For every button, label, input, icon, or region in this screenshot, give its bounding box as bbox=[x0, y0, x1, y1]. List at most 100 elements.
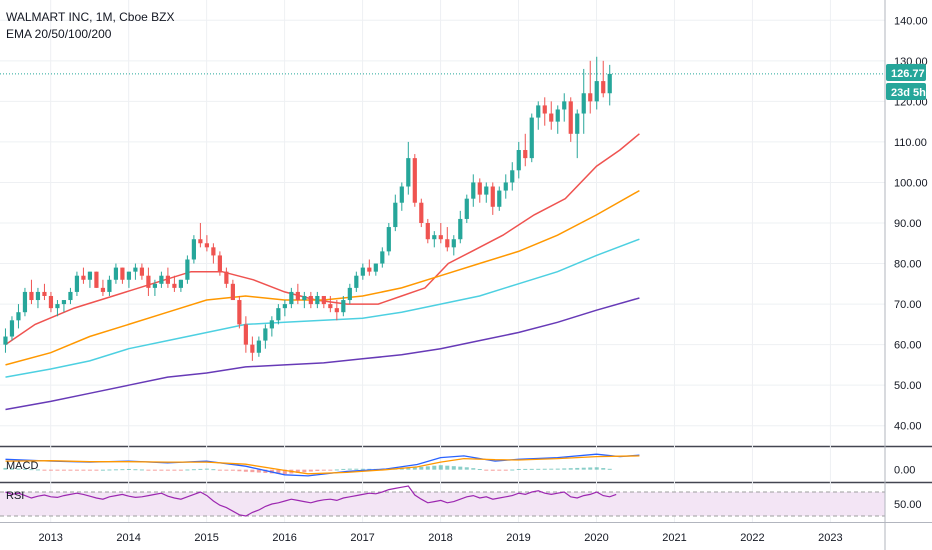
candle-body bbox=[438, 235, 443, 240]
candle-body bbox=[22, 291, 28, 313]
last-price-value: 126.77 bbox=[891, 68, 925, 80]
countdown-tag-bg bbox=[886, 83, 926, 100]
candle-body bbox=[87, 271, 93, 280]
candle-body bbox=[497, 190, 502, 207]
candle-body bbox=[412, 158, 417, 203]
candle-body bbox=[380, 251, 385, 264]
candle-body bbox=[126, 271, 132, 280]
candle-body bbox=[152, 283, 158, 288]
macd-histogram-bar bbox=[425, 466, 430, 470]
time-tick-label: 2019 bbox=[506, 532, 530, 544]
macd-histogram-bar bbox=[159, 469, 164, 471]
macd-histogram-bar bbox=[458, 466, 463, 470]
macd-histogram-bar bbox=[542, 468, 547, 470]
macd-histogram-bar bbox=[360, 468, 365, 470]
candle-body bbox=[562, 101, 567, 110]
macd-label: MACD bbox=[6, 460, 38, 472]
time-tick-label: 2020 bbox=[584, 532, 608, 544]
macd-histogram-bar bbox=[152, 469, 157, 471]
macd-histogram-bar bbox=[178, 469, 183, 471]
macd-histogram-bar bbox=[575, 467, 580, 470]
candle-body bbox=[74, 275, 80, 292]
macd-histogram-bar bbox=[35, 469, 40, 471]
macd-signal-line bbox=[5, 455, 640, 475]
candle-body bbox=[289, 291, 294, 305]
candle-body bbox=[419, 202, 424, 223]
macd-histogram-bar bbox=[146, 469, 151, 471]
macd-tick-label: 0.00 bbox=[894, 465, 915, 477]
candle-body bbox=[107, 279, 112, 292]
candle-body bbox=[321, 295, 326, 305]
candle-body bbox=[55, 304, 60, 309]
candle-body bbox=[445, 239, 450, 248]
macd-histogram-bar bbox=[555, 468, 560, 470]
price-tick-label: 140.00 bbox=[894, 15, 928, 27]
candle-body bbox=[581, 93, 586, 114]
macd-histogram-bar bbox=[503, 469, 508, 471]
macd-histogram-bar bbox=[471, 468, 476, 470]
ema-line bbox=[5, 133, 640, 346]
candle-body bbox=[295, 291, 300, 301]
candle-body bbox=[575, 113, 580, 134]
last-price-tag[interactable]: 126.77 bbox=[886, 64, 926, 81]
rsi-pane bbox=[0, 485, 885, 517]
macd-histogram-bar bbox=[562, 468, 567, 470]
macd-histogram-bar bbox=[185, 469, 190, 471]
candle-body bbox=[432, 235, 437, 240]
candle-body bbox=[230, 283, 235, 301]
macd-histogram-bar bbox=[497, 469, 502, 471]
countdown-value: 23d 5h bbox=[891, 87, 926, 99]
macd-histogram-bar bbox=[451, 466, 456, 470]
macd-histogram-bar bbox=[68, 469, 73, 471]
candle-body bbox=[42, 291, 47, 296]
candle-body bbox=[9, 320, 15, 337]
time-tick-label: 2017 bbox=[350, 532, 374, 544]
price-tick-label: 60.00 bbox=[894, 340, 922, 352]
macd-histogram-bar bbox=[308, 469, 313, 472]
last-price-tag-bg bbox=[886, 64, 926, 81]
candles bbox=[3, 56, 612, 361]
macd-histogram-bar bbox=[295, 469, 300, 473]
price-tick-label: 100.00 bbox=[894, 177, 928, 189]
price-axis[interactable]: 140.00130.00120.00110.00100.0090.0080.00… bbox=[884, 0, 928, 550]
time-axis[interactable]: 2013 2014 2015 2016 2017 2018 2019 2020 2021 2022… bbox=[38, 532, 842, 544]
candle-body bbox=[542, 105, 547, 114]
rsi-tick-label: 50.00 bbox=[894, 499, 922, 511]
macd-histogram-bar bbox=[594, 467, 599, 470]
macd-histogram-bar bbox=[256, 469, 261, 473]
candle-body bbox=[484, 186, 489, 195]
macd-histogram-bar bbox=[536, 468, 541, 470]
ema-line bbox=[5, 189, 640, 366]
macd-histogram-bar bbox=[22, 468, 27, 470]
ema-line bbox=[5, 297, 640, 411]
macd-histogram-bar bbox=[16, 468, 21, 470]
time-tick-label: 2023 bbox=[818, 532, 842, 544]
macd-histogram-bar bbox=[341, 468, 346, 470]
macd-histogram-bar bbox=[607, 468, 612, 470]
candle-body bbox=[503, 182, 508, 191]
macd-histogram-bar bbox=[61, 469, 66, 471]
candle-body bbox=[529, 117, 534, 159]
candle-body bbox=[536, 105, 541, 118]
macd-histogram-bar bbox=[126, 468, 131, 470]
macd-histogram-bar bbox=[3, 467, 8, 470]
macd-histogram-bar bbox=[55, 469, 60, 471]
candle-body bbox=[198, 239, 203, 244]
ema-lines bbox=[5, 133, 640, 411]
macd-histogram-bar bbox=[139, 469, 144, 471]
candle-body bbox=[204, 243, 209, 248]
macd-histogram-bar bbox=[198, 468, 203, 470]
macd-histogram-bar bbox=[445, 465, 450, 470]
macd-histogram-bar bbox=[419, 466, 424, 470]
candle-body bbox=[3, 336, 8, 345]
candle-body bbox=[16, 312, 21, 321]
time-tick-label: 2022 bbox=[740, 532, 764, 544]
candle-body bbox=[172, 283, 177, 288]
candle-body bbox=[328, 304, 333, 309]
candle-body bbox=[185, 259, 190, 280]
countdown-tag[interactable]: 23d 5h bbox=[886, 83, 926, 100]
time-tick-label: 2021 bbox=[662, 532, 686, 544]
candle-body bbox=[35, 291, 41, 301]
macd-histogram-bar bbox=[477, 469, 482, 471]
